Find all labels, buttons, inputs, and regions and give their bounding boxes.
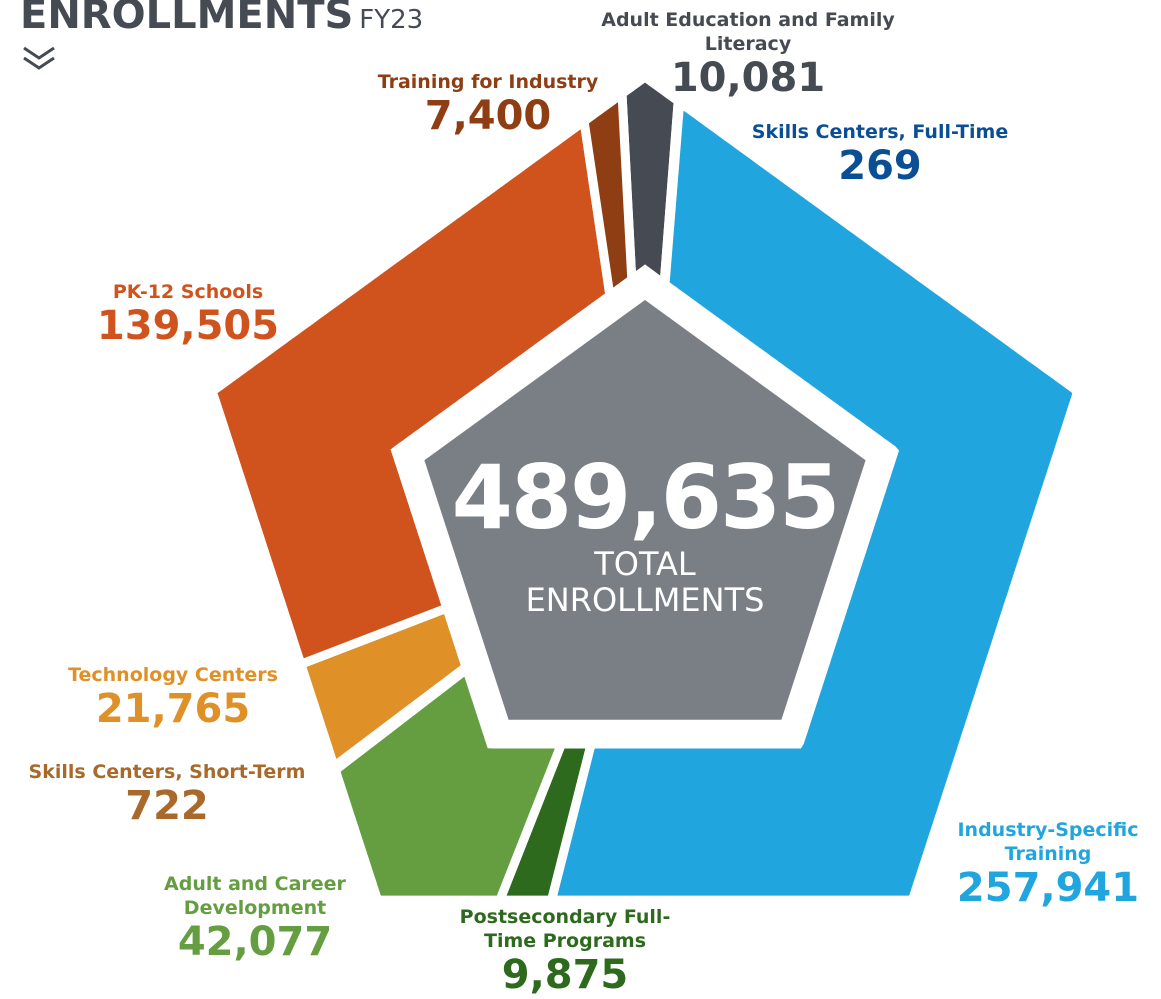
center-total: 489,635 TOTAL ENROLLMENTS bbox=[445, 446, 845, 619]
segment-label: Training for Industry 7,400 bbox=[348, 70, 628, 138]
value-label: 7,400 bbox=[424, 93, 552, 139]
total-value: 489,635 bbox=[451, 446, 841, 549]
value-label: 257,941 bbox=[956, 865, 1140, 911]
chevron-icon bbox=[23, 46, 55, 70]
value-label: 21,765 bbox=[95, 686, 251, 732]
title-block: ENROLLMENTS FY23 bbox=[20, 0, 423, 38]
segment-label: Adult and Career Development 42,077 bbox=[135, 872, 375, 964]
segment bbox=[579, 85, 637, 304]
chart-title: ENROLLMENTS bbox=[20, 0, 354, 38]
total-caption: TOTAL ENROLLMENTS bbox=[525, 545, 765, 619]
chart-subtitle: FY23 bbox=[359, 5, 424, 35]
segment-label: Adult Education and Family Literacy 10,08… bbox=[598, 8, 898, 100]
value-label: 722 bbox=[125, 783, 209, 829]
category-name: Adult and Career Development bbox=[164, 873, 346, 919]
segment-label: Industry-Specific Training 257,941 bbox=[928, 818, 1161, 910]
category-name: Training for Industry bbox=[377, 71, 599, 93]
category-name: Industry-Specific Training bbox=[957, 819, 1139, 865]
category-name: Skills Centers, Full-Time bbox=[751, 121, 1009, 143]
segment-label: Skills Centers, Short-Term 722 bbox=[0, 760, 337, 828]
segment-label: Postsecondary Full-Time Programs 9,875 bbox=[435, 905, 695, 997]
value-label: 10,081 bbox=[670, 55, 826, 101]
value-label: 139,505 bbox=[96, 303, 280, 349]
category-name: Technology Centers bbox=[68, 664, 278, 686]
segment-label: Skills Centers, Full-Time 269 bbox=[720, 120, 1040, 188]
value-label: 9,875 bbox=[501, 952, 629, 998]
category-name: PK-12 Schools bbox=[112, 281, 264, 303]
segment-label: PK-12 Schools 139,505 bbox=[68, 280, 308, 348]
category-name: Postsecondary Full-Time Programs bbox=[459, 906, 671, 952]
category-name: Adult Education and Family Literacy bbox=[601, 9, 895, 55]
category-name: Skills Centers, Short-Term bbox=[28, 761, 306, 783]
value-label: 42,077 bbox=[177, 919, 333, 965]
segment-label: Technology Centers 21,765 bbox=[33, 663, 313, 731]
center-pentagon bbox=[424, 300, 866, 720]
value-label: 269 bbox=[838, 143, 922, 189]
